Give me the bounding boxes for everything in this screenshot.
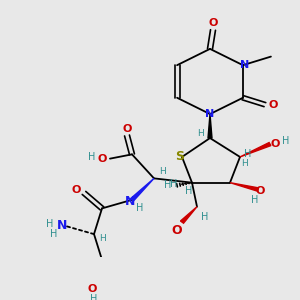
- Text: O: O: [71, 185, 81, 195]
- Text: O: O: [87, 284, 97, 294]
- Text: H: H: [244, 149, 252, 159]
- Polygon shape: [130, 178, 154, 201]
- Text: O: O: [268, 100, 278, 110]
- Polygon shape: [230, 183, 259, 191]
- Text: O: O: [208, 18, 218, 28]
- Polygon shape: [208, 114, 212, 138]
- Text: N: N: [206, 109, 214, 119]
- Text: H: H: [282, 136, 290, 146]
- Text: O: O: [97, 154, 107, 164]
- Text: O: O: [122, 124, 132, 134]
- Text: O: O: [255, 186, 265, 196]
- Text: H: H: [99, 234, 105, 243]
- Text: N: N: [240, 60, 250, 70]
- Text: H: H: [90, 294, 98, 300]
- Text: H: H: [50, 229, 58, 239]
- Polygon shape: [181, 207, 197, 223]
- Text: H: H: [88, 152, 96, 162]
- Text: N: N: [57, 219, 67, 232]
- Text: H: H: [242, 159, 248, 168]
- Text: N: N: [125, 195, 135, 208]
- Text: H: H: [164, 180, 172, 190]
- Text: H: H: [170, 179, 178, 189]
- Text: H: H: [251, 195, 259, 205]
- Text: O: O: [270, 139, 280, 149]
- Text: S: S: [176, 150, 184, 164]
- Text: H: H: [136, 203, 144, 213]
- Text: H: H: [196, 129, 203, 138]
- Text: H: H: [185, 186, 193, 196]
- Text: O: O: [172, 224, 182, 237]
- Polygon shape: [240, 142, 271, 157]
- Text: H: H: [46, 219, 54, 229]
- Text: H: H: [201, 212, 209, 222]
- Text: H: H: [159, 167, 165, 176]
